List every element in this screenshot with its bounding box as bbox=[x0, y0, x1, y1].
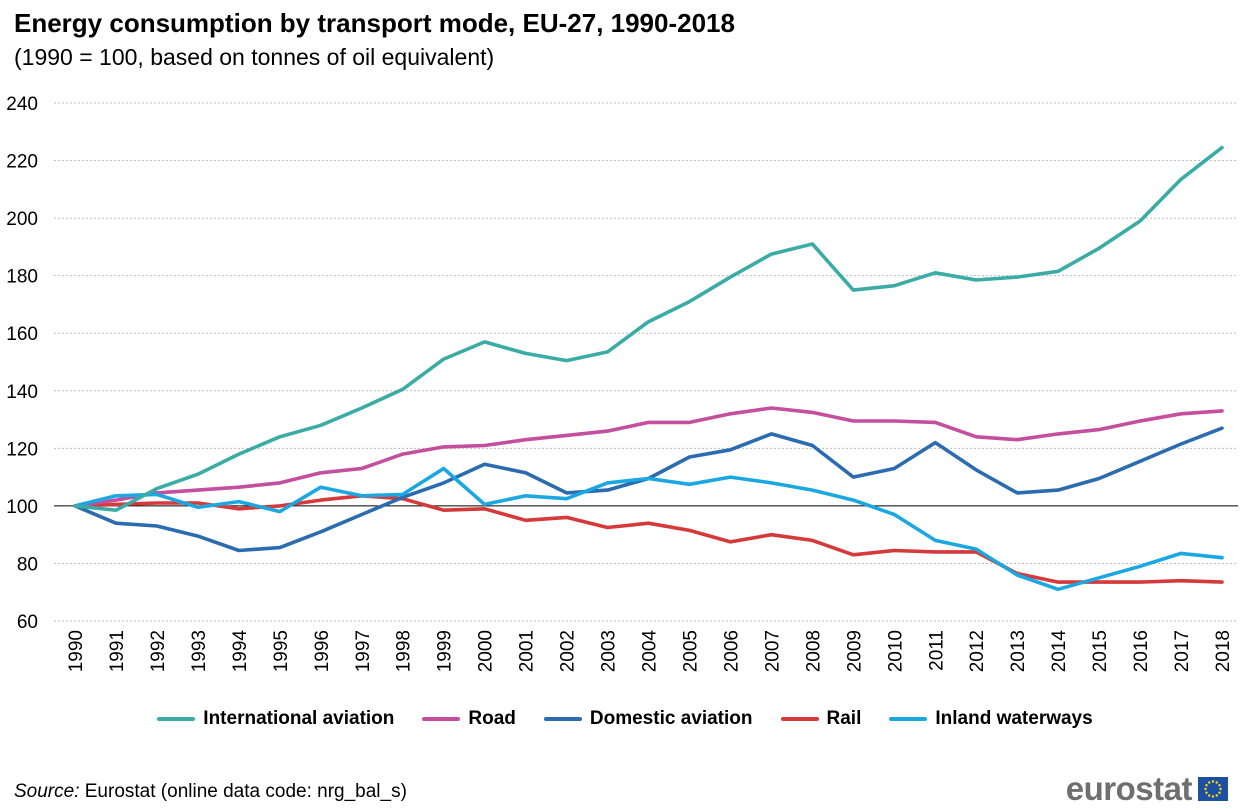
x-tick-label-2015: 2015 bbox=[1090, 630, 1111, 672]
y-tick-label-120: 120 bbox=[6, 439, 38, 460]
x-tick-label-2016: 2016 bbox=[1131, 630, 1152, 672]
legend-label: Rail bbox=[826, 708, 862, 729]
x-axis-tick-labels: 1990 1991 1992 1993 1994 1995 1996 1997 1998 1999… bbox=[66, 630, 1234, 673]
x-tick-label-1999: 1999 bbox=[435, 630, 456, 672]
legend-label: Road bbox=[468, 708, 516, 729]
source-text: Eurostat (online data code: nrg_bal_s) bbox=[79, 781, 407, 802]
series-line-road bbox=[73, 406, 1224, 508]
eurostat-logo: eurostat bbox=[1066, 770, 1228, 808]
series-line-international-aviation bbox=[73, 145, 1224, 513]
x-tick-label-1993: 1993 bbox=[189, 630, 210, 672]
y-tick-label-80: 80 bbox=[17, 554, 38, 575]
x-tick-label-2012: 2012 bbox=[967, 630, 988, 672]
y-tick-label-180: 180 bbox=[6, 267, 38, 288]
y-tick-label-140: 140 bbox=[6, 382, 38, 403]
series-line-domestic-aviation bbox=[73, 426, 1224, 553]
logo-text: eurostat bbox=[1065, 770, 1193, 807]
x-tick-label-2005: 2005 bbox=[680, 630, 701, 672]
grid-lines bbox=[54, 102, 1238, 622]
source-label: Source: bbox=[14, 781, 80, 802]
series-lines bbox=[73, 145, 1224, 592]
y-tick-label-60: 60 bbox=[17, 612, 38, 633]
legend-label: Inland waterways bbox=[935, 708, 1093, 729]
legend-item-inland-waterways: Inland waterways bbox=[889, 708, 1093, 730]
legend-swatch bbox=[157, 717, 196, 721]
x-tick-label-1994: 1994 bbox=[230, 630, 251, 673]
legend-swatch bbox=[422, 717, 461, 721]
chart-subtitle: (1990 = 100, based on tonnes of oil equi… bbox=[14, 44, 495, 70]
legend-swatch bbox=[780, 717, 819, 721]
x-tick-label-2018: 2018 bbox=[1213, 630, 1234, 672]
legend-item-rail: Rail bbox=[780, 708, 862, 730]
x-tick-label-2004: 2004 bbox=[640, 630, 661, 673]
legend-swatch bbox=[543, 717, 582, 721]
x-tick-label-1998: 1998 bbox=[394, 630, 415, 672]
x-tick-label-2009: 2009 bbox=[844, 630, 865, 672]
x-tick-label-2006: 2006 bbox=[721, 630, 742, 672]
x-tick-label-2003: 2003 bbox=[599, 630, 620, 672]
x-tick-label-2008: 2008 bbox=[803, 630, 824, 672]
legend-item-international-aviation: International aviation bbox=[157, 708, 394, 730]
x-tick-label-2013: 2013 bbox=[1008, 630, 1029, 672]
legend: International aviation Road Domestic aviat… bbox=[0, 708, 1250, 730]
x-tick-label-1990: 1990 bbox=[66, 630, 87, 672]
chart-title: Energy consumption by transport mode, EU… bbox=[14, 8, 735, 38]
x-tick-label-1991: 1991 bbox=[107, 630, 128, 672]
y-tick-label-220: 220 bbox=[6, 152, 38, 173]
y-tick-label-240: 240 bbox=[6, 94, 38, 115]
eu-flag-icon bbox=[1198, 777, 1228, 801]
x-tick-label-2014: 2014 bbox=[1049, 630, 1070, 673]
x-tick-label-2002: 2002 bbox=[558, 630, 579, 672]
x-tick-label-1996: 1996 bbox=[312, 630, 333, 672]
series-line-rail bbox=[73, 493, 1224, 584]
x-tick-label-2010: 2010 bbox=[885, 630, 906, 672]
legend-swatch bbox=[889, 717, 928, 721]
x-tick-label-2000: 2000 bbox=[476, 630, 497, 672]
y-tick-label-200: 200 bbox=[6, 209, 38, 230]
x-tick-label-2017: 2017 bbox=[1172, 630, 1193, 672]
legend-label: Domestic aviation bbox=[589, 708, 753, 729]
y-tick-label-160: 160 bbox=[6, 324, 38, 345]
y-axis-tick-labels: 60 80 100 120 140 160 180 200 220 240 bbox=[6, 94, 38, 633]
x-tick-label-1992: 1992 bbox=[148, 630, 169, 672]
legend-item-road: Road bbox=[422, 708, 516, 730]
source-note: Source: Eurostat (online data code: nrg_… bbox=[14, 781, 407, 803]
x-tick-label-2007: 2007 bbox=[762, 630, 783, 672]
x-tick-label-2001: 2001 bbox=[517, 630, 538, 672]
legend-label: International aviation bbox=[203, 708, 395, 729]
legend-item-domestic-aviation: Domestic aviation bbox=[543, 708, 753, 730]
x-tick-label-2011: 2011 bbox=[926, 630, 947, 671]
x-tick-label-1997: 1997 bbox=[353, 630, 374, 672]
y-tick-label-100: 100 bbox=[6, 497, 38, 518]
x-tick-label-1995: 1995 bbox=[271, 630, 292, 672]
series-line-inland-waterways bbox=[73, 466, 1224, 592]
